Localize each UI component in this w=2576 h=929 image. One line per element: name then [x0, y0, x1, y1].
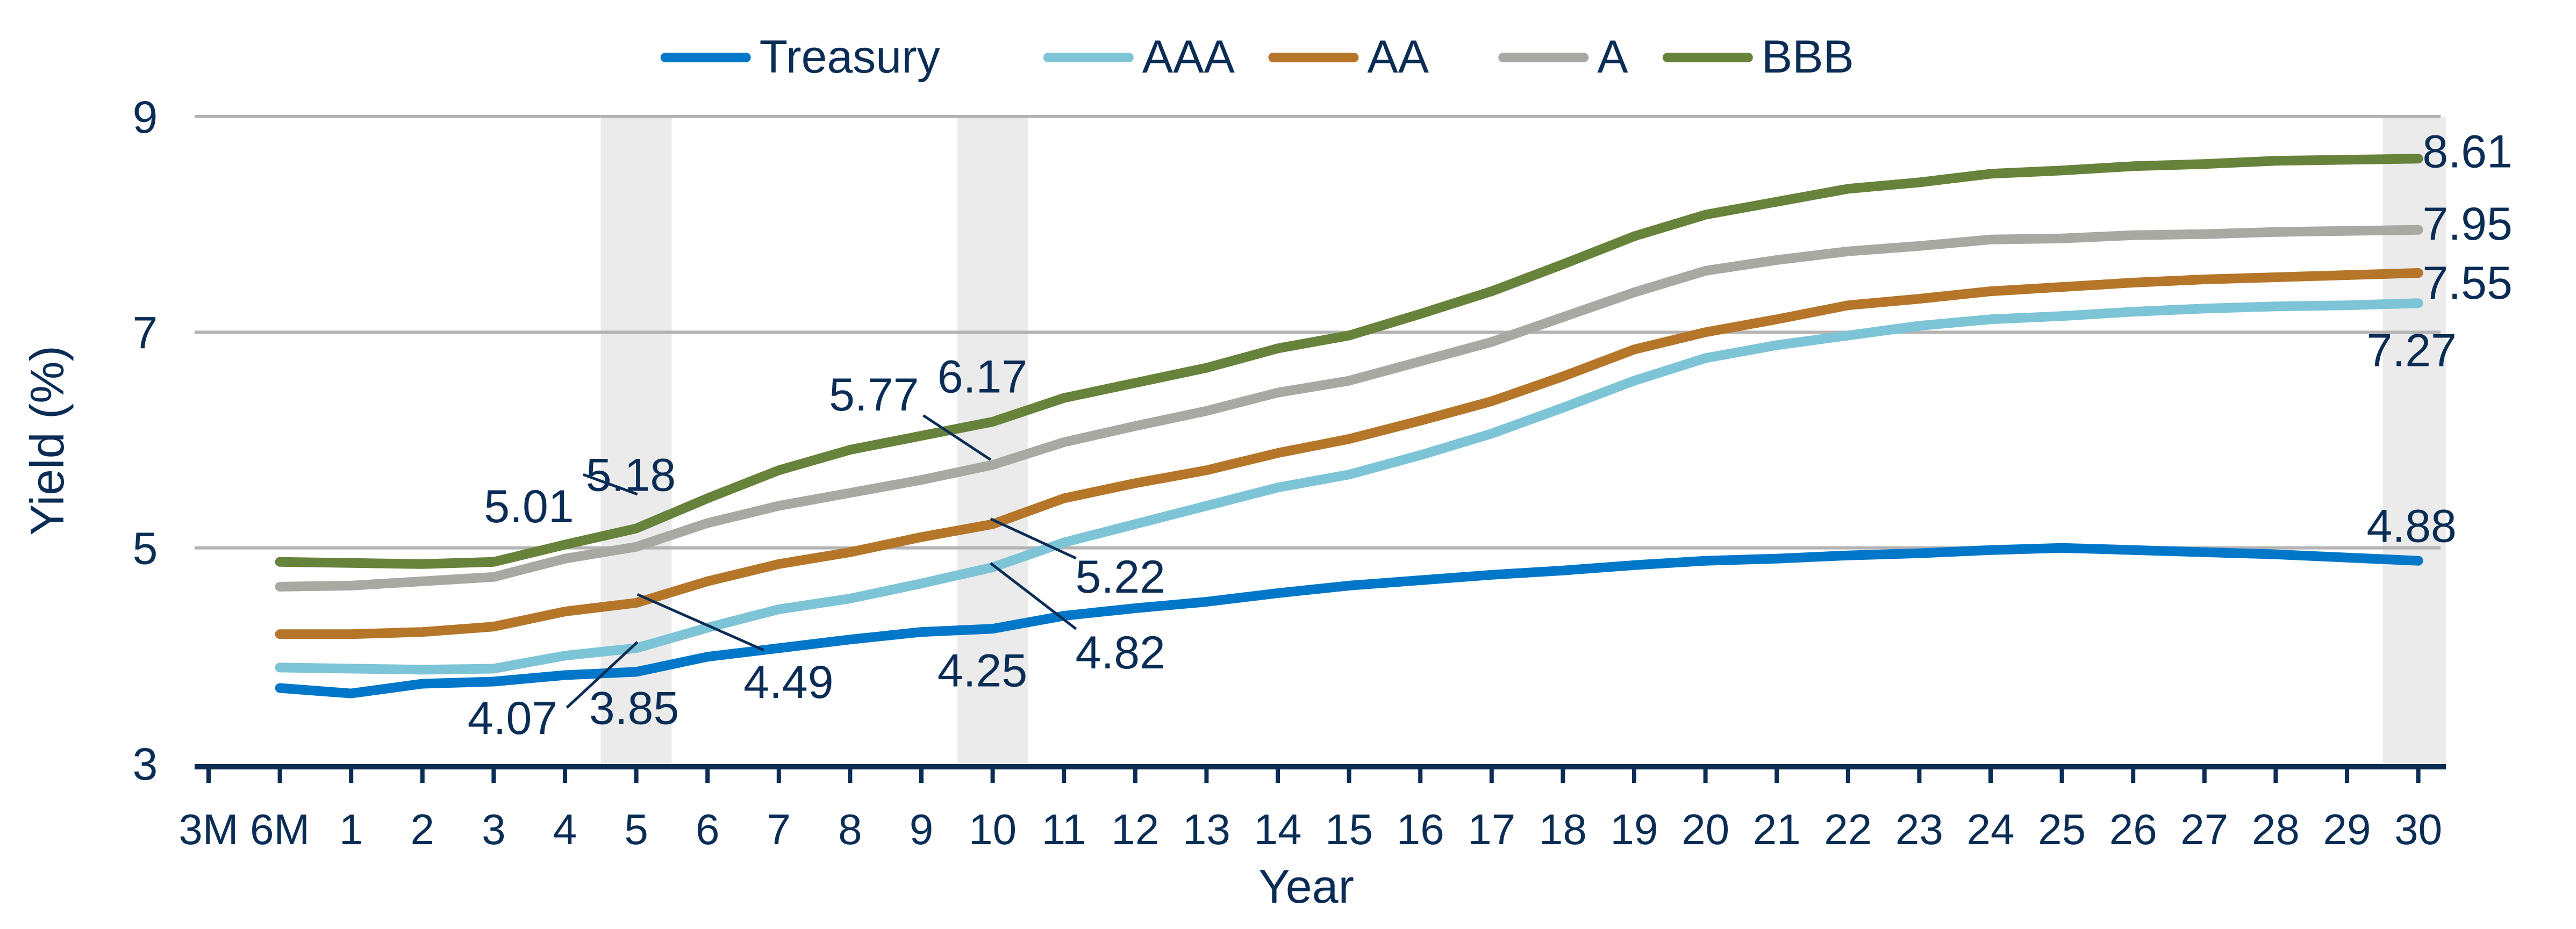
data-label: 7.55 — [2422, 257, 2512, 309]
x-tick-label: 11 — [1042, 805, 1086, 853]
x-tick-label: 6M — [250, 805, 310, 853]
x-tick-label: 23 — [1895, 805, 1943, 853]
y-tick-label: 7 — [133, 307, 158, 358]
x-tick-label: 3 — [482, 805, 506, 853]
x-tick-label: 4 — [553, 805, 577, 853]
data-label: 4.88 — [2367, 500, 2457, 552]
data-label: 8.61 — [2422, 126, 2512, 178]
x-tick-label: 3M — [178, 805, 238, 853]
legend-label-aaa: AAA — [1142, 31, 1235, 83]
x-tick-label: 18 — [1539, 805, 1587, 853]
x-tick-label: 8 — [838, 805, 862, 853]
leader-line — [566, 641, 639, 709]
series-lines — [275, 154, 2423, 698]
data-label: 4.07 — [468, 693, 557, 744]
x-tick-label: 15 — [1325, 805, 1373, 853]
legend-label-aa: AA — [1367, 31, 1429, 83]
x-tick-label: 26 — [2109, 805, 2157, 853]
leader-line — [583, 473, 638, 496]
y-axis-title: Yield (%) — [20, 345, 74, 536]
data-label: 4.82 — [1075, 627, 1165, 679]
x-tick-label: 19 — [1611, 805, 1658, 853]
x-tick-label: 6 — [696, 805, 720, 853]
leader-line — [990, 562, 1077, 630]
data-label: 7.27 — [2367, 325, 2457, 376]
x-tick-label: 28 — [2252, 805, 2300, 853]
x-tick-label: 1 — [339, 805, 363, 853]
highlight-bands — [600, 117, 2446, 764]
y-tick-label: 5 — [133, 523, 158, 574]
leader-line — [636, 593, 765, 652]
series-line-aaa — [275, 298, 2423, 675]
leader-line — [990, 517, 1077, 560]
x-tick-label: 27 — [2180, 805, 2228, 853]
x-tick-label: 21 — [1753, 805, 1801, 853]
data-label: 4.25 — [938, 645, 1027, 696]
legend-label-bbb: BBB — [1762, 31, 1854, 83]
x-tick-label: 9 — [910, 805, 934, 853]
y-tick-label: 3 — [133, 739, 158, 789]
data-label: 5.77 — [829, 369, 919, 421]
x-tick-label: 12 — [1111, 805, 1159, 853]
x-tick-label: 20 — [1681, 805, 1729, 853]
data-label: 5.18 — [586, 450, 676, 501]
series-line-treasury — [275, 543, 2423, 698]
legend: Treasury AAA AA A BBB — [660, 31, 1854, 83]
legend-label-treasury: Treasury — [760, 31, 940, 83]
series-line-bbb — [275, 154, 2423, 569]
y-tick-label: 9 — [133, 92, 158, 142]
highlight-band-5 — [600, 117, 672, 764]
x-tick-label: 22 — [1824, 805, 1872, 853]
legend-label-a: A — [1597, 31, 1628, 83]
x-axis-title: Year — [1258, 860, 1354, 913]
x-tick-label: 14 — [1254, 805, 1302, 853]
x-tick-label: 24 — [1967, 805, 2015, 853]
data-label: 6.17 — [938, 351, 1027, 402]
x-tick-label: 29 — [2323, 805, 2371, 853]
x-tick-label: 5 — [624, 805, 648, 853]
data-label: 3.85 — [589, 683, 679, 734]
data-label: 4.49 — [743, 657, 833, 708]
data-labels: 5.015.18 4.07 3.85 4.49 5.77 6.17 5.22 4.82 4.25… — [468, 126, 2513, 744]
series-line-aa — [275, 268, 2423, 639]
series-line-a — [275, 225, 2423, 592]
data-label: 5.01 — [484, 481, 574, 532]
x-tick-label: 25 — [2038, 805, 2086, 853]
x-tick-label: 16 — [1397, 805, 1444, 853]
x-tick-label: 10 — [969, 805, 1017, 853]
data-label: 7.95 — [2422, 198, 2512, 250]
highlight-band-10 — [957, 117, 1028, 764]
data-label: 5.22 — [1075, 551, 1165, 603]
x-tick-label: 30 — [2394, 805, 2442, 853]
highlight-band-30 — [2382, 117, 2446, 764]
x-tick-label: 7 — [767, 805, 791, 853]
x-tick-label: 13 — [1183, 805, 1230, 853]
x-tick-label: 17 — [1468, 805, 1515, 853]
x-tick-label: 2 — [411, 805, 435, 853]
leader-line — [922, 414, 992, 461]
